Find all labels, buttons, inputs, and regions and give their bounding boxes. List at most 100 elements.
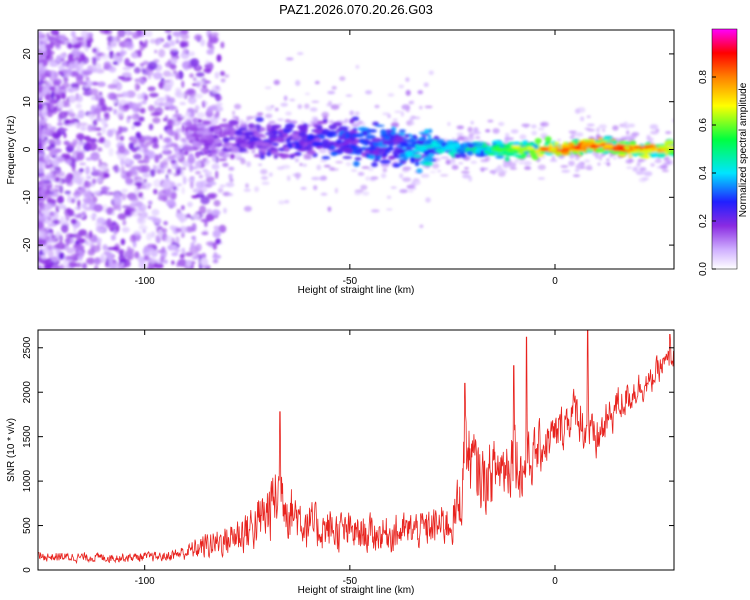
spectrogram-cell (398, 162, 403, 166)
spectrogram-cell (247, 123, 255, 129)
spectrogram-cell (586, 123, 595, 127)
spectrogram-cell (538, 127, 545, 131)
spectrogram-cell (38, 222, 45, 229)
spectrogram-cell (380, 173, 387, 179)
spectrogram-cell (85, 76, 90, 81)
spectrogram-cell (202, 149, 209, 152)
spectrogram-cell (361, 141, 369, 145)
spectrogram-cell (78, 229, 87, 237)
spectrogram-cell (261, 176, 268, 180)
spectrogram-cell (254, 133, 265, 138)
spectrogram-cell (185, 136, 196, 141)
spectrogram-cell (38, 37, 49, 44)
spectrogram-cell (416, 142, 425, 146)
snr-x-label: Height of straight line (km) (298, 585, 415, 596)
spectrogram-cell (212, 242, 218, 250)
spectrogram-cell (179, 115, 188, 118)
spectrogram-cell (246, 161, 252, 168)
spectrogram-cell (355, 64, 360, 69)
spectrogram-cell (59, 85, 66, 90)
spectrogram-cell (200, 257, 209, 266)
spectrogram-cell (182, 48, 189, 55)
spectrogram-cell (470, 120, 474, 125)
spectrogram-cell (43, 220, 51, 224)
spectrogram-cell (304, 103, 310, 109)
spectrogram-cell (431, 163, 440, 169)
spectrogram-cell (374, 104, 380, 109)
spectrogram-cell (235, 124, 240, 130)
spectrogram-cell (320, 192, 328, 196)
spectrogram-cell (162, 80, 166, 84)
spectrogram-cell (213, 252, 218, 257)
spectrogram-cell (192, 213, 201, 220)
spectrogram-cell (399, 173, 404, 179)
spectrogram-cell (517, 147, 528, 152)
spectrogram-cell (195, 152, 200, 157)
spectrogram-cell (38, 85, 43, 94)
spectrogram-cell (537, 177, 546, 180)
spectrogram-cell (120, 238, 126, 246)
spectrogram-cell (256, 112, 264, 116)
spectrogram-cell (81, 211, 87, 217)
spectrogram-cell (154, 49, 158, 54)
spectrogram-cell (175, 227, 182, 233)
spectrogram-cell (94, 50, 101, 57)
spectrogram-cell (650, 130, 659, 135)
spectrogram-cell (204, 135, 213, 138)
spectrogram-cell (192, 188, 200, 193)
y-tick-label: 2000 (22, 381, 33, 404)
spectrogram-cell (129, 234, 137, 243)
spectrogram-cell (162, 137, 171, 143)
spectrogram-cell (229, 178, 234, 183)
spectrogram-cell (579, 144, 591, 149)
spectrogram-cell (92, 191, 101, 195)
spectrogram-cell (70, 237, 75, 244)
spectrogram-cell (44, 93, 52, 101)
spectrogram-cell (107, 35, 114, 42)
spectrogram-cell (63, 68, 73, 78)
spectrogram-cell (399, 142, 409, 147)
spectrogram-cell (174, 132, 179, 141)
spectrogram-cell (66, 247, 75, 254)
spectrogram-cell (195, 93, 204, 99)
spectrogram-cell (172, 70, 178, 75)
spectrogram-cell (177, 70, 184, 80)
spectrogram-cell (71, 198, 75, 204)
spectrogram-cell (265, 105, 273, 112)
spectrogram-cell (501, 146, 513, 149)
spectrogram-cell (637, 158, 644, 163)
spectrogram-cell (77, 213, 82, 219)
spectrogram-cell (402, 177, 412, 183)
spectrogram-cell (117, 30, 126, 38)
spectrogram-cell (92, 57, 97, 66)
spectrogram-cell (663, 156, 670, 162)
spectrogram-cell (638, 177, 647, 183)
spectrogram-cell (137, 164, 147, 174)
spectrogram-cell (201, 231, 209, 236)
spectrogram-cell (189, 58, 200, 68)
spectrogram-cell (67, 142, 77, 149)
spectrogram-cell (102, 125, 106, 135)
spectrogram-cell (89, 138, 97, 143)
spectrogram-cell (560, 165, 569, 168)
spectrogram-cell (280, 102, 289, 107)
spectrogram-cell (133, 146, 141, 150)
spectrogram-cell (245, 183, 249, 189)
spectrogram-cell (203, 120, 211, 125)
spectrogram-cell (575, 157, 580, 161)
spectrogram-cell (445, 159, 451, 165)
spectrogram-cell (146, 232, 152, 241)
spectrogram-cell (40, 210, 48, 214)
spectrogram-cell (96, 228, 107, 232)
spectrogram-cell (243, 188, 251, 192)
spectrogram-cell (162, 165, 169, 169)
colorbar-label: Normalized spectral amplitude (738, 82, 749, 217)
spectrogram-cell (636, 161, 641, 167)
spectrogram-cell (227, 193, 234, 197)
spectrogram-cell (150, 250, 158, 258)
spectrogram-cell (112, 99, 118, 104)
spectrogram-cell (187, 201, 193, 208)
spectrogram-cell (57, 100, 64, 109)
spectrogram-cell (455, 148, 467, 152)
spectrogram-cell (623, 146, 631, 150)
